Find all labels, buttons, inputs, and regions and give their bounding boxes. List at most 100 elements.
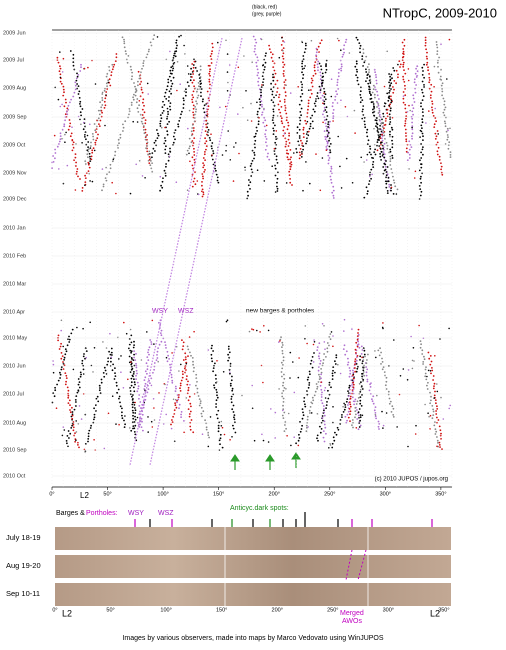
scatter-dot [407, 68, 410, 70]
track-dot [321, 85, 323, 87]
track-dot [404, 128, 407, 131]
track-dot [84, 160, 87, 163]
track-dot [135, 369, 138, 372]
track-dot [436, 416, 438, 419]
track-dot [361, 58, 364, 60]
track-dot [405, 132, 407, 135]
track-dot [313, 64, 316, 67]
track-dot [148, 379, 151, 382]
scatter-dot [416, 74, 418, 77]
track-dot [273, 104, 276, 107]
track-dot [273, 62, 276, 65]
track-dot [196, 391, 199, 394]
track-dot [82, 368, 85, 371]
track-dot [64, 119, 66, 122]
track-dot [118, 395, 121, 398]
track-dot [84, 181, 87, 184]
track-dot [130, 68, 133, 71]
track-dot [259, 104, 262, 106]
track-dot [323, 409, 325, 412]
track-dot [166, 117, 168, 120]
scatter-dot [132, 120, 134, 123]
track-dot [143, 132, 146, 135]
track-dot [309, 412, 311, 414]
scatter-dot [138, 100, 141, 102]
track-dot [372, 84, 375, 87]
track-dot [375, 125, 377, 127]
track-dot [174, 129, 177, 132]
track-dot [334, 95, 337, 98]
scatter-dot [361, 356, 363, 359]
track-dot [366, 190, 369, 193]
track-dot [310, 359, 313, 362]
track-dot [159, 332, 162, 334]
scatter-dot [224, 105, 227, 108]
track-dot [278, 108, 280, 111]
scatter-dot [189, 384, 191, 386]
track-dot [232, 404, 235, 407]
track-dot [188, 137, 191, 140]
track-dot [79, 371, 82, 374]
track-dot [438, 425, 441, 428]
scatter-dot [107, 412, 110, 415]
track-dot [177, 398, 180, 401]
track-dot [422, 135, 424, 138]
track-dot [274, 72, 277, 75]
track-dot [206, 133, 208, 136]
track-dot [280, 106, 283, 108]
track-dot [301, 60, 304, 63]
scatter-dot [323, 325, 325, 327]
track-dot [313, 66, 316, 69]
track-dot [366, 77, 369, 79]
track-dot [191, 127, 194, 129]
track-dot [208, 137, 211, 139]
track-dot [165, 347, 167, 349]
track-dot [388, 151, 390, 154]
track-dot [436, 150, 439, 153]
track-dot [346, 363, 349, 366]
track-dot [421, 127, 423, 129]
track-dot [180, 411, 183, 413]
track-dot [210, 52, 213, 55]
track-dot [416, 65, 419, 68]
track-dot [164, 174, 167, 177]
track-dot [325, 356, 327, 358]
track-dot [327, 162, 330, 165]
drift-points [51, 34, 452, 466]
track-dot [386, 108, 389, 111]
scatter-dot [399, 375, 402, 377]
track-dot [402, 101, 405, 104]
track-dot [188, 85, 190, 87]
scatter-dot [434, 107, 437, 110]
track-dot [281, 375, 283, 378]
track-dot [356, 338, 359, 341]
track-dot [418, 169, 421, 172]
track-dot [361, 377, 364, 380]
track-dot [431, 369, 434, 372]
track-dot [423, 86, 425, 88]
track-dot [189, 402, 192, 405]
track-dot [255, 41, 258, 44]
track-dot [424, 39, 427, 42]
track-dot [391, 135, 394, 138]
track-dot [373, 409, 376, 412]
track-dot [288, 142, 291, 144]
track-dot [359, 414, 362, 416]
scatter-dot [279, 340, 281, 342]
track-dot [331, 172, 333, 175]
scatter-dot [174, 398, 177, 401]
track-dot [54, 152, 57, 154]
scatter-dot [429, 428, 431, 430]
track-dot [81, 362, 84, 365]
track-dot [386, 180, 388, 183]
track-dot [133, 404, 136, 406]
track-dot [130, 101, 133, 104]
track-dot [390, 73, 393, 76]
track-dot [263, 116, 266, 119]
track-dot [282, 52, 285, 55]
track-dot [272, 108, 275, 111]
track-dot [172, 135, 175, 138]
track-dot [93, 407, 95, 410]
track-dot [274, 167, 277, 170]
